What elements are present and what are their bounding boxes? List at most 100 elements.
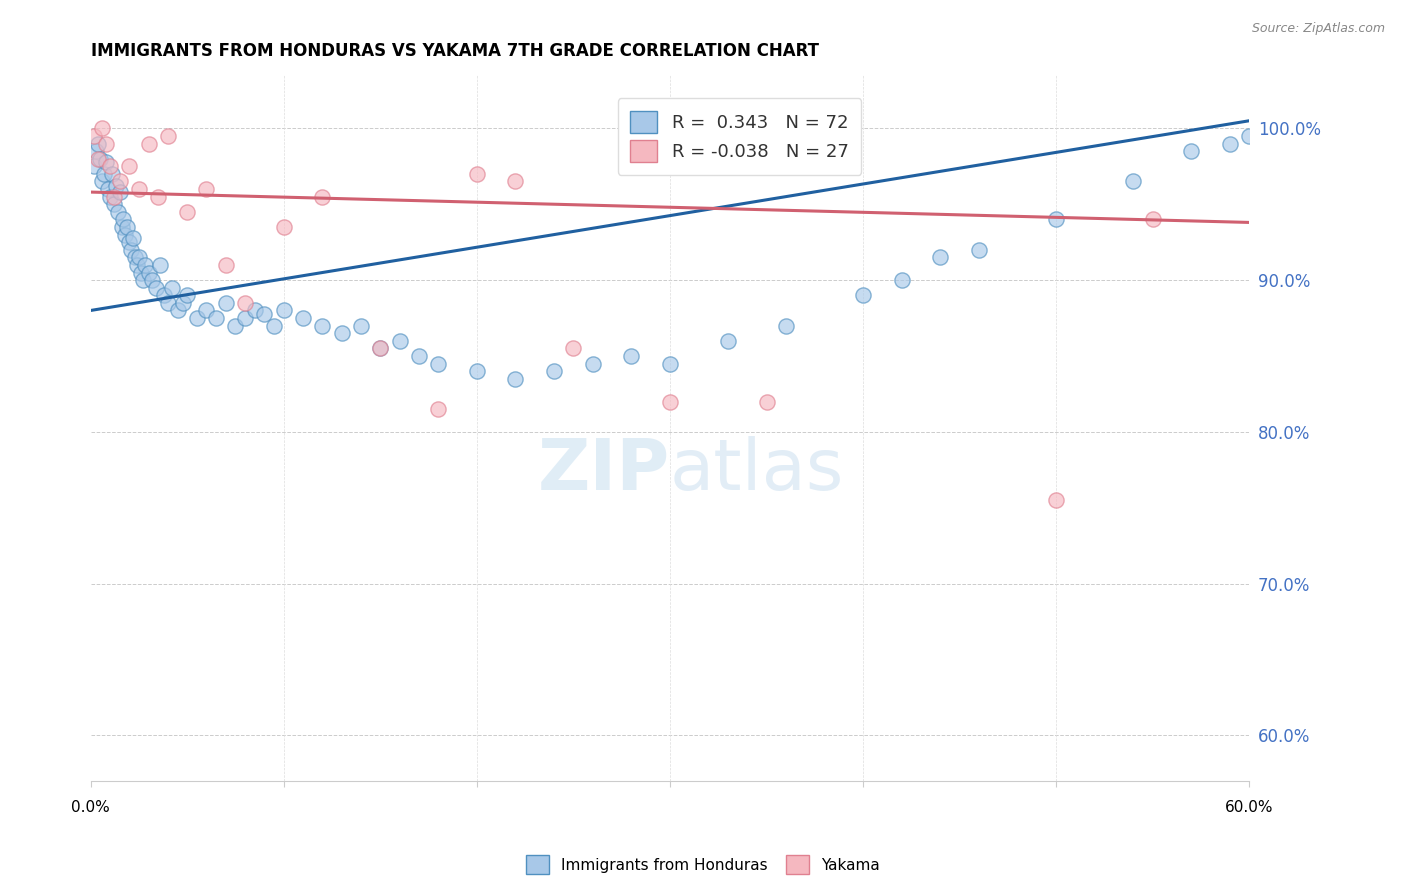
Point [311,189,333,203]
Point [505,174,527,188]
Point [195,303,218,318]
Point [205,311,228,326]
Point [117,219,139,234]
Point [83,159,105,173]
Text: 0.0%: 0.0% [72,799,110,814]
Point [104,179,127,194]
Point [465,167,488,181]
Point [233,296,256,310]
Point [1045,212,1067,227]
Point [103,197,125,211]
Point [125,258,148,272]
Point [128,251,150,265]
Point [124,251,146,265]
Point [1219,136,1241,151]
Point [408,349,430,363]
Point [114,227,136,242]
Point [1045,493,1067,508]
Point [427,357,450,371]
Point [215,258,238,272]
Point [97,182,120,196]
Point [176,288,198,302]
Point [543,364,565,378]
Point [103,189,125,203]
Point [108,185,131,199]
Point [388,334,411,348]
Point [273,219,295,234]
Point [890,273,912,287]
Point [233,311,256,326]
Point [330,326,353,341]
Point [145,281,167,295]
Point [1180,144,1202,158]
Point [215,296,238,310]
Text: Source: ZipAtlas.com: Source: ZipAtlas.com [1251,22,1385,36]
Point [134,258,156,272]
Point [156,128,179,143]
Point [852,288,875,302]
Point [101,167,124,181]
Point [94,154,117,169]
Point [107,204,129,219]
Point [465,364,488,378]
Point [195,182,218,196]
Point [138,266,160,280]
Point [292,311,315,326]
Point [582,357,605,371]
Point [129,266,152,280]
Point [122,230,145,244]
Text: 60.0%: 60.0% [1225,799,1274,814]
Point [273,303,295,318]
Point [176,204,198,219]
Point [659,394,682,409]
Point [118,159,141,173]
Point [94,136,117,151]
Point [929,251,952,265]
Point [311,318,333,333]
Point [659,357,682,371]
Point [1142,212,1164,227]
Point [132,273,155,287]
Point [1239,128,1261,143]
Point [562,342,585,356]
Point [186,311,208,326]
Point [87,152,110,166]
Point [110,219,132,234]
Point [156,296,179,310]
Point [224,318,246,333]
Point [93,167,115,181]
Point [253,306,276,320]
Point [243,303,266,318]
Point [128,182,150,196]
Point [86,144,108,158]
Legend: Immigrants from Honduras, Yakama: Immigrants from Honduras, Yakama [520,849,886,880]
Point [83,128,105,143]
Legend: R =  0.343   N = 72, R = -0.038   N = 27: R = 0.343 N = 72, R = -0.038 N = 27 [617,98,862,175]
Point [148,189,170,203]
Point [118,235,141,249]
Point [89,152,111,166]
Point [775,318,797,333]
Point [108,174,131,188]
Point [153,288,176,302]
Point [368,342,391,356]
Point [368,342,391,356]
Point [138,136,160,151]
Point [166,303,188,318]
Point [172,296,194,310]
Point [427,402,450,417]
Point [620,349,643,363]
Point [1122,174,1144,188]
Point [263,318,285,333]
Point [141,273,163,287]
Point [91,174,114,188]
Point [91,121,114,136]
Point [755,394,778,409]
Point [112,212,135,227]
Text: ZIP: ZIP [537,436,671,505]
Point [87,136,110,151]
Point [120,243,142,257]
Point [98,189,121,203]
Text: IMMIGRANTS FROM HONDURAS VS YAKAMA 7TH GRADE CORRELATION CHART: IMMIGRANTS FROM HONDURAS VS YAKAMA 7TH G… [90,42,818,60]
Point [149,258,172,272]
